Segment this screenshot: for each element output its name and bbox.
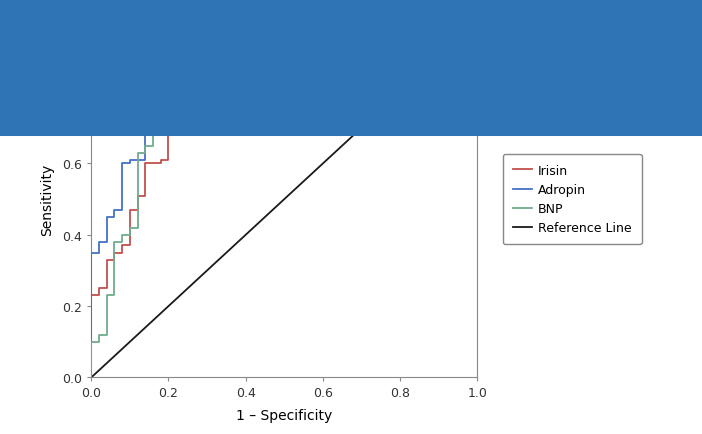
X-axis label: 1 – Specificity: 1 – Specificity [236, 408, 333, 422]
Legend: Irisin, Adropin, BNP, Reference Line: Irisin, Adropin, BNP, Reference Line [503, 155, 642, 245]
Y-axis label: Sensitivity: Sensitivity [40, 164, 54, 236]
